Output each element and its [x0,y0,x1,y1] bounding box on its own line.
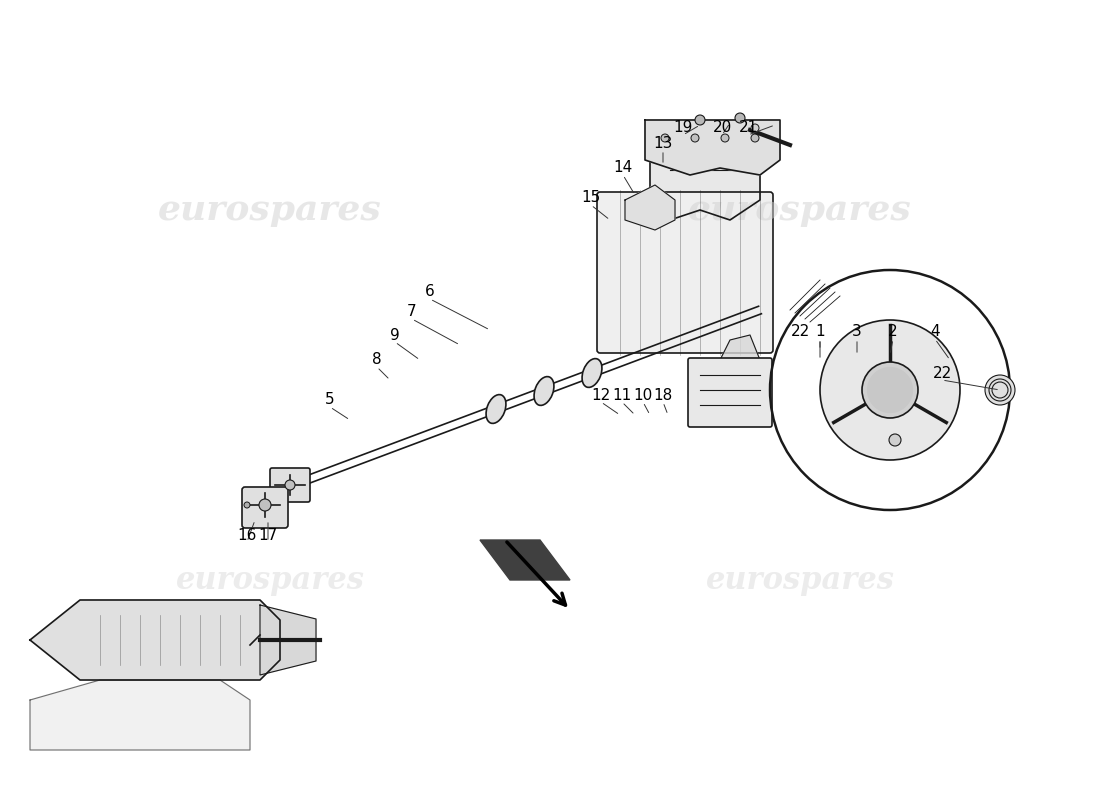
FancyBboxPatch shape [688,358,772,427]
Text: 17: 17 [258,527,277,542]
Text: 7: 7 [407,305,417,319]
Ellipse shape [582,358,602,387]
FancyBboxPatch shape [242,487,288,528]
Circle shape [258,499,271,511]
Circle shape [751,134,759,142]
Text: eurospares: eurospares [158,193,382,227]
Polygon shape [30,600,280,680]
Polygon shape [720,335,760,390]
FancyBboxPatch shape [597,192,773,353]
Text: 13: 13 [653,135,673,150]
Text: 19: 19 [673,121,693,135]
Circle shape [720,134,729,142]
Circle shape [862,362,918,418]
Text: 10: 10 [634,387,652,402]
Circle shape [285,480,295,490]
Text: 1: 1 [815,325,825,339]
Text: eurospares: eurospares [176,565,364,595]
Text: 5: 5 [326,393,334,407]
Text: 3: 3 [852,325,862,339]
Text: 12: 12 [592,387,611,402]
Circle shape [244,502,250,508]
Polygon shape [625,185,675,230]
Circle shape [691,134,698,142]
Text: 16: 16 [238,527,256,542]
Text: 6: 6 [425,285,435,299]
Text: eurospares: eurospares [705,565,894,595]
FancyBboxPatch shape [270,468,310,502]
Text: eurospares: eurospares [689,193,912,227]
Text: 15: 15 [582,190,601,206]
Circle shape [695,115,705,125]
Text: 9: 9 [390,327,400,342]
Text: 18: 18 [653,387,672,402]
Polygon shape [645,120,780,175]
Circle shape [735,113,745,123]
Circle shape [889,434,901,446]
Text: 21: 21 [738,121,758,135]
Ellipse shape [535,377,554,406]
Text: 20: 20 [713,121,732,135]
Text: 2: 2 [888,325,898,339]
Polygon shape [868,368,912,412]
Polygon shape [480,540,570,580]
Circle shape [661,134,669,142]
Text: 22: 22 [933,366,952,381]
Polygon shape [260,605,316,675]
Circle shape [984,375,1015,405]
Text: 14: 14 [614,161,632,175]
Polygon shape [30,680,250,750]
Text: 4: 4 [931,325,939,339]
Text: 8: 8 [372,353,382,367]
Polygon shape [650,130,760,220]
Text: 22: 22 [791,325,810,339]
Text: 11: 11 [613,387,631,402]
Circle shape [751,124,759,132]
Circle shape [820,320,960,460]
Ellipse shape [486,394,506,423]
